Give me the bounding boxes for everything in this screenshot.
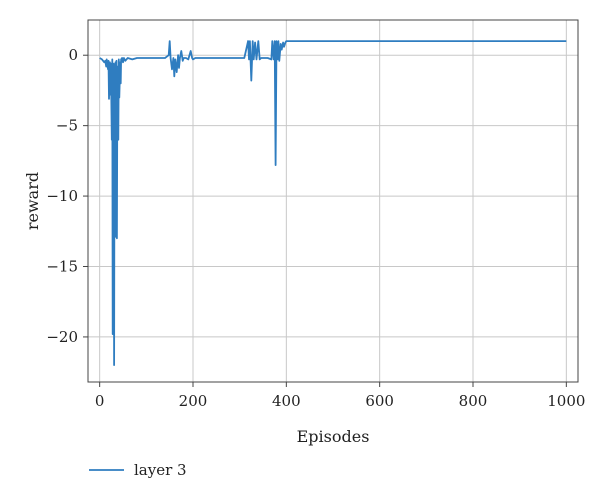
plot-frame	[87, 19, 579, 383]
x-tick-label: 200	[179, 392, 208, 410]
x-tick-label: 400	[272, 392, 301, 410]
x-gridlines	[99, 20, 567, 382]
y-tick-label: 0	[68, 46, 78, 64]
series-line-layer-3	[99, 40, 567, 367]
y-tick-label: −15	[46, 257, 78, 275]
x-tick-label: 800	[459, 392, 488, 410]
y-tick-label: −5	[56, 117, 78, 135]
x-tick-label: 1000	[547, 392, 585, 410]
series-layer	[99, 40, 567, 367]
y-axis-label: reward	[23, 172, 42, 230]
legend: layer 3	[89, 461, 187, 479]
y-axis-ticks: 0 −5 −10 −15 −20	[46, 46, 88, 346]
x-axis-label: Episodes	[297, 427, 370, 446]
y-tick-label: −20	[46, 328, 78, 346]
legend-label-layer-3: layer 3	[134, 461, 187, 479]
x-tick-label: 0	[95, 392, 105, 410]
plot-background	[88, 20, 578, 382]
y-tick-label: −10	[46, 187, 78, 205]
x-tick-label: 600	[365, 392, 394, 410]
x-axis-ticks: 0 200 400 600 800 1000	[95, 382, 585, 410]
